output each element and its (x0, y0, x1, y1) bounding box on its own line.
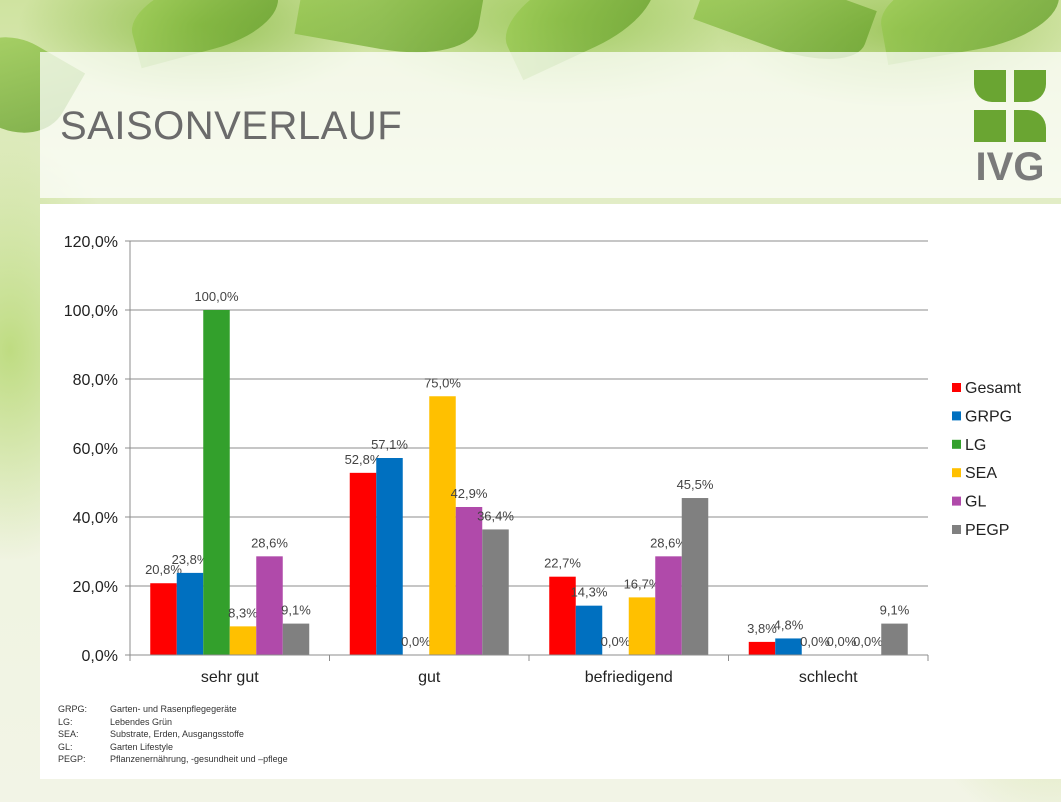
bar-pegp (282, 623, 310, 655)
data-label: 28,6% (251, 535, 288, 550)
legend-label: LG (965, 437, 986, 454)
data-label: 0,0% (800, 634, 830, 649)
legend-label: PEGP (965, 522, 1009, 539)
bar-pegp (482, 529, 509, 655)
data-label: 36,4% (477, 508, 514, 523)
y-tick-label: 20,0% (73, 579, 118, 596)
data-label: 0,0% (853, 634, 883, 649)
y-tick-label: 0,0% (82, 648, 118, 665)
bar-gesamt (748, 641, 776, 655)
bar-sea (429, 396, 456, 655)
ivg-logo: IVG (974, 70, 1046, 184)
data-label: 75,0% (424, 375, 461, 390)
bar-gesamt (150, 583, 177, 655)
abbreviation-key: PEGP: (58, 754, 86, 764)
data-label: 0,0% (827, 634, 857, 649)
y-tick-label: 100,0% (64, 303, 118, 320)
abbreviation-key: GRPG: (58, 704, 88, 714)
legend-label: GL (965, 494, 986, 511)
abbreviation-row: SEA: Substrate, Erden, Ausgangsstoffe (58, 728, 288, 741)
bar-gesamt (549, 576, 576, 655)
bar-pegp (881, 623, 908, 655)
data-label: 20,8% (145, 562, 182, 577)
bar-gl (256, 556, 283, 655)
x-tick-label: schlecht (799, 669, 858, 686)
data-label: 45,5% (677, 477, 714, 492)
bar-gl (655, 556, 682, 655)
data-label: 16,7% (624, 576, 661, 591)
legend-swatch (952, 525, 961, 534)
data-label: 4,8% (774, 617, 804, 632)
legend-label: GRPG (965, 408, 1012, 425)
data-label: 0,0% (401, 634, 431, 649)
y-tick-label: 60,0% (73, 441, 118, 458)
bar-lg (203, 310, 230, 655)
abbreviation-row: GRPG: Garten- und Rasenpflegegeräte (58, 703, 288, 716)
page-title: SAISONVERLAUF (60, 104, 403, 148)
abbreviation-row: PEGP: Pflanzenernährung, -gesundheit und … (58, 753, 288, 766)
bar-sea (628, 597, 656, 655)
abbreviation-text: Pflanzenernährung, -gesundheit und –pfle… (110, 754, 288, 764)
data-label: 14,3% (571, 585, 608, 600)
abbreviation-text: Garten- und Rasenpflegegeräte (110, 704, 237, 714)
abbreviation-text: Lebendes Grün (110, 716, 173, 727)
bar-sea (229, 626, 257, 655)
bar-pegp (681, 498, 709, 655)
x-tick-label: befriedigend (585, 669, 673, 686)
legend-swatch (952, 383, 961, 392)
abbreviation-row: GL: Garten Lifestyle (58, 741, 288, 754)
data-label: 9,1% (281, 603, 311, 618)
y-tick-label: 120,0% (64, 234, 118, 251)
legend-swatch (952, 496, 961, 506)
abbreviation-key: LG: (58, 716, 73, 727)
abbreviation-key: SEA: (58, 729, 79, 739)
data-label: 3,8% (747, 621, 777, 636)
data-label: 28,6% (650, 535, 687, 550)
abbreviation-text: Garten Lifestyle (110, 741, 174, 752)
y-tick-label: 80,0% (73, 372, 118, 389)
data-label: 22,7% (544, 556, 581, 571)
x-tick-label: gut (418, 669, 441, 686)
logo-text: IVG (976, 145, 1045, 184)
abbreviation-list: GRPG: Garten- und Rasenpflegegeräte LG: Leb… (58, 703, 288, 766)
x-tick-label: sehr gut (201, 669, 259, 686)
bar-gl (455, 506, 483, 655)
header-banner (40, 52, 1061, 198)
legend-swatch (952, 411, 961, 421)
bar-gesamt (349, 472, 377, 655)
data-label: 52,8% (345, 452, 382, 467)
data-label: 23,8% (172, 552, 209, 567)
bar-grpg (376, 458, 403, 655)
bar-grpg (176, 572, 204, 655)
data-label: 42,9% (451, 486, 488, 501)
legend-label: Gesamt (965, 380, 1022, 397)
data-label: 100,0% (194, 289, 239, 304)
abbreviation-key: GL: (58, 741, 73, 752)
y-tick-label: 40,0% (73, 510, 118, 527)
legend-swatch (952, 439, 961, 449)
data-label: 9,1% (880, 603, 910, 618)
bar-grpg (575, 605, 603, 655)
data-label: 57,1% (371, 437, 408, 452)
data-label: 0,0% (601, 634, 631, 649)
abbreviation-text: Substrate, Erden, Ausgangsstoffe (110, 729, 244, 739)
bar-grpg (775, 638, 802, 655)
legend-swatch (952, 468, 961, 478)
abbreviation-row: LG: Lebendes Grün (58, 716, 288, 729)
data-label: 8,3% (228, 605, 258, 620)
legend-label: SEA (965, 465, 997, 482)
